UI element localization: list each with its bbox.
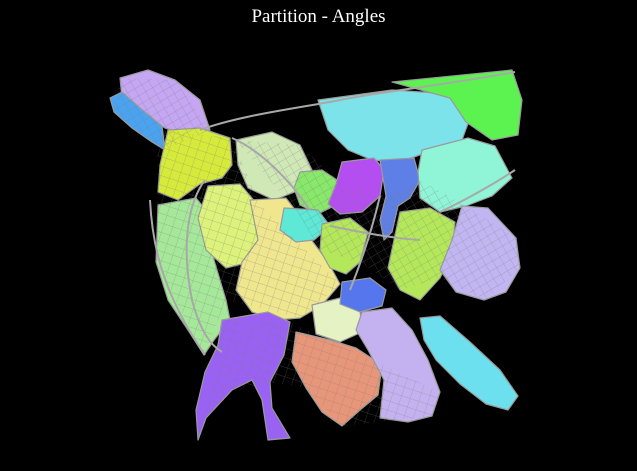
major-roads (149, 71, 516, 356)
map-title: Partition - Angles (251, 6, 386, 27)
region-southeast-cyan (419, 315, 519, 411)
region-south-blue (339, 277, 387, 313)
